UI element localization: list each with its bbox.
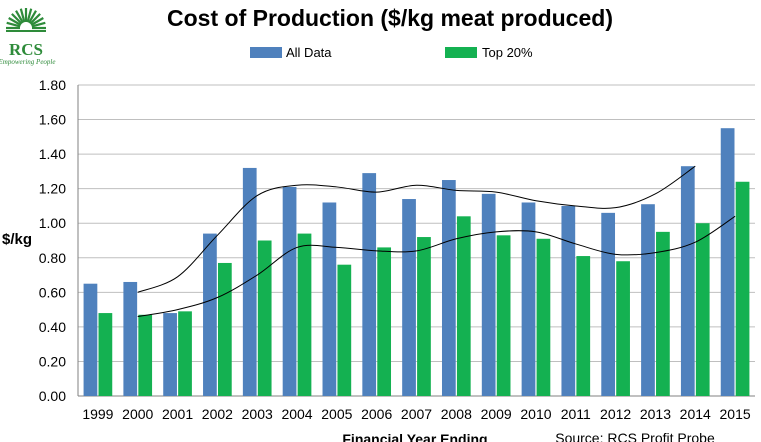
x-tick-label: 2003 — [242, 406, 273, 422]
bar-top20 — [337, 264, 352, 396]
bar-top20 — [178, 311, 192, 396]
y-tick-labels: 0.00 0.20 0.40 0.60 0.80 1.00 1.20 1.40 1.60 1.80 — [39, 77, 66, 404]
bar-all-data — [282, 186, 297, 396]
x-tick-label: 2011 — [561, 406, 591, 422]
y-tick-label: 1.80 — [39, 77, 66, 93]
x-axis-label: Financial Year Ending — [342, 431, 487, 442]
bar-all-data — [561, 205, 576, 396]
y-tick-label: 1.60 — [39, 112, 66, 128]
y-tick-label: 0.40 — [39, 319, 66, 335]
bar-top20 — [735, 181, 750, 396]
bar-all-data — [242, 167, 257, 396]
y-tick-label: 1.20 — [39, 181, 66, 197]
x-tick-label: 2004 — [281, 406, 312, 422]
sun-ray — [8, 17, 22, 26]
x-tick-label: 2012 — [600, 406, 631, 422]
bar-top20 — [138, 314, 153, 396]
sun-rays-icon — [6, 8, 46, 32]
rcs-logo: RCS Empowering People — [0, 8, 55, 66]
bar-all-data — [123, 281, 138, 396]
x-tick-label: 2014 — [680, 406, 711, 422]
x-tick-label: 2000 — [122, 406, 153, 422]
y-tick-label: 1.00 — [39, 215, 66, 231]
bars — [83, 128, 750, 396]
source-note: Source: RCS Profit Probe — [555, 430, 715, 442]
bar-all-data — [402, 199, 416, 396]
x-tick-label: 2009 — [481, 406, 512, 422]
y-tick-label: 1.40 — [39, 146, 66, 162]
bar-all-data — [601, 212, 616, 396]
sun-ray — [19, 8, 26, 23]
y-tick-label: 0.80 — [39, 250, 66, 266]
x-tick-label: 2007 — [401, 406, 432, 422]
legend-label-top20: Top 20% — [482, 45, 533, 60]
bar-top20 — [616, 261, 630, 396]
bar-all-data — [441, 180, 456, 396]
bar-top20 — [695, 223, 710, 396]
bar-top20 — [98, 313, 113, 396]
x-tick-label: 2002 — [202, 406, 233, 422]
bar-top20 — [217, 262, 232, 396]
legend-label-all-data: All Data — [286, 45, 332, 60]
chart-title: Cost of Production ($/kg meat produced) — [167, 5, 613, 31]
x-tick-label: 2010 — [520, 406, 551, 422]
bar-all-data — [720, 128, 735, 396]
x-tick-label: 2005 — [321, 406, 352, 422]
y-tick-label: 0.00 — [39, 388, 66, 404]
y-axis-label: $/kg — [2, 231, 32, 248]
logo-name: RCS — [9, 40, 43, 59]
sun-ray — [31, 21, 46, 28]
bar-all-data — [641, 204, 655, 396]
sun-ray — [6, 21, 21, 28]
legend-swatch-top20 — [445, 47, 477, 58]
bar-top20 — [456, 216, 471, 396]
x-tick-label: 2013 — [640, 406, 671, 422]
bar-top20 — [417, 237, 431, 396]
bar-all-data — [322, 202, 337, 396]
trendline-top20 — [137, 215, 736, 318]
sun-ray — [15, 10, 24, 24]
sun-ray — [30, 17, 44, 26]
bar-all-data — [362, 173, 377, 396]
x-tick-label: 2001 — [162, 406, 193, 422]
bar-top20 — [297, 233, 312, 396]
y-tick-label: 0.60 — [39, 284, 66, 300]
logo-tagline: Empowering People — [0, 58, 55, 66]
bar-top20 — [496, 235, 511, 396]
bar-all-data — [203, 233, 217, 396]
legend: All Data Top 20% — [250, 45, 533, 60]
x-tick-label: 2006 — [361, 406, 392, 422]
x-tick-label: 2008 — [441, 406, 472, 422]
bar-all-data — [680, 166, 695, 396]
x-tick-label: 2015 — [720, 406, 751, 422]
sun-ray — [29, 13, 41, 25]
bar-top20 — [536, 238, 551, 396]
sun-ray — [28, 10, 37, 24]
bar-all-data — [521, 202, 536, 396]
bar-top20 — [257, 240, 272, 396]
bar-all-data — [481, 193, 496, 396]
bar-all-data — [163, 313, 177, 396]
bar-top20 — [656, 231, 670, 396]
logo-horizon — [6, 30, 46, 32]
sun-ray — [11, 13, 23, 25]
legend-swatch-all-data — [250, 47, 282, 58]
y-tick-label: 0.20 — [39, 353, 66, 369]
bar-top20 — [576, 256, 591, 396]
x-tick-labels: 1999 2000 2001 2002 2003 2004 2005 2006 2007 2008… — [82, 406, 751, 422]
bar-all-data — [83, 283, 98, 396]
sun-ray — [26, 8, 33, 23]
trendlines — [137, 165, 736, 318]
x-tick-label: 1999 — [82, 406, 113, 422]
bar-top20 — [377, 247, 392, 396]
trendline-all-data — [137, 165, 696, 293]
